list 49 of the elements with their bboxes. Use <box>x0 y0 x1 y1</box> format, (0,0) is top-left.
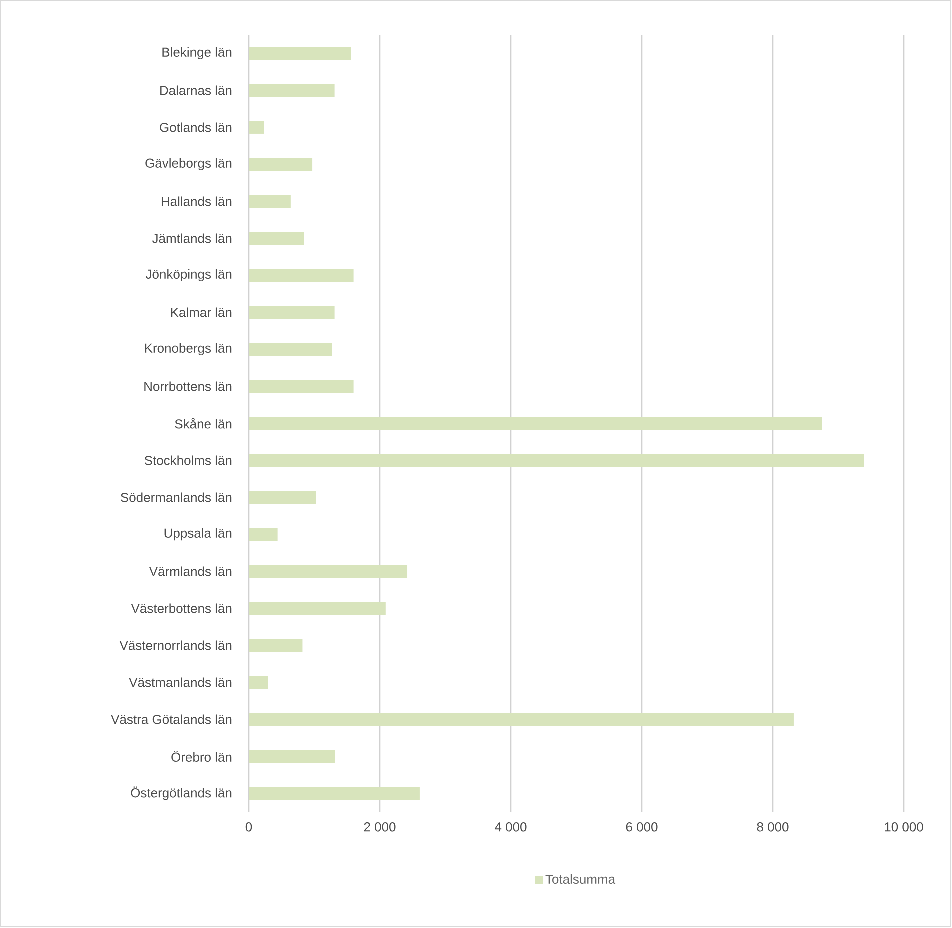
bar <box>249 232 304 245</box>
y-tick-label: Hallands län <box>162 196 232 206</box>
y-tick-label: Stockholms län <box>144 456 232 466</box>
y-tick-label: Kalmar län <box>171 308 232 318</box>
y-tick-label: Västra Götalands län <box>111 714 232 724</box>
bar <box>249 491 316 504</box>
bar <box>249 713 794 726</box>
y-tick-label: Blekinge län <box>162 47 232 60</box>
y-tick-label: Skåne län <box>175 418 232 429</box>
bar <box>249 158 313 171</box>
y-tick-label: Västernorrlands län <box>120 640 232 650</box>
bar <box>249 343 332 356</box>
y-tick-label: Värmlands län <box>149 566 232 576</box>
bar <box>249 380 354 393</box>
bar <box>249 306 335 319</box>
x-tick-label: 4 000 <box>495 822 527 832</box>
bar <box>249 47 352 60</box>
legend-label: Totalsumma <box>546 874 616 884</box>
y-tick-label: Västerbottens län <box>131 604 232 614</box>
bar <box>249 417 822 430</box>
y-tick-label: Norrbottens län <box>144 382 232 392</box>
y-tick-label: Gävleborgs län <box>146 158 232 171</box>
bar <box>249 121 264 134</box>
bar <box>249 602 386 615</box>
bar <box>249 750 336 763</box>
y-tick-label: Jönköpings län <box>146 269 232 282</box>
x-tick-label: 0 <box>246 822 252 832</box>
y-tick-label: Uppsala län <box>164 528 232 541</box>
y-tick-label: Örebro län <box>172 751 232 762</box>
bar <box>249 787 420 800</box>
y-tick-label: Gotlands län <box>160 122 232 132</box>
y-tick-label: Jämtlands län <box>152 234 232 244</box>
x-tick-label: 6 000 <box>626 822 658 832</box>
y-tick-label: Kronobergs län <box>145 343 232 356</box>
bar <box>249 528 278 541</box>
y-tick-label: Västmanlands län <box>129 678 232 688</box>
bar <box>249 84 335 97</box>
x-tick-label: 2 000 <box>364 822 396 832</box>
y-tick-label: Östergötlands län <box>131 786 232 800</box>
bar <box>249 639 303 652</box>
x-tick-label: 10 000 <box>885 822 924 832</box>
bar <box>249 195 291 208</box>
x-tick-label: 8 000 <box>757 822 789 832</box>
bar <box>249 565 408 578</box>
bar <box>249 676 268 689</box>
y-tick-label: Södermanlands län <box>121 492 232 502</box>
bar <box>249 454 864 467</box>
y-tick-label: Dalarnas län <box>160 86 232 96</box>
bar <box>249 269 354 282</box>
